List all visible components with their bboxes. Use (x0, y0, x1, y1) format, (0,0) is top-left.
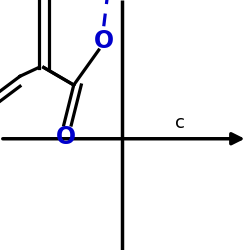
Text: c: c (175, 114, 185, 132)
Text: O: O (94, 29, 114, 53)
Text: O: O (56, 126, 76, 150)
